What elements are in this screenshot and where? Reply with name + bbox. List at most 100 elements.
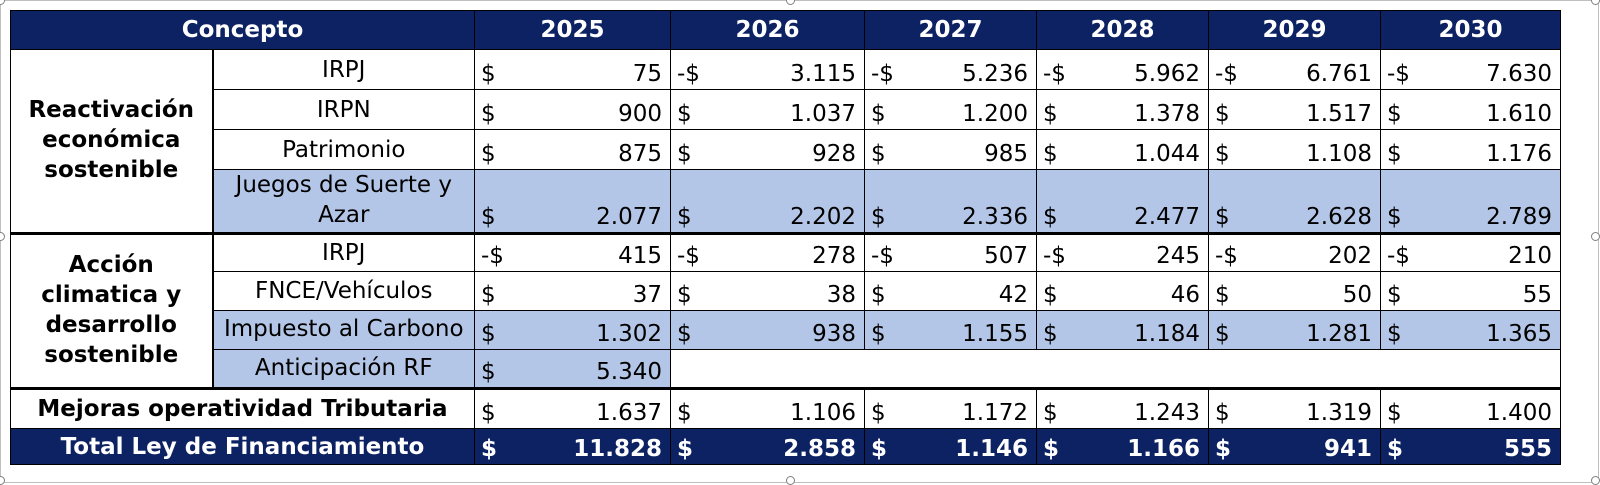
value-cell: $928 — [670, 129, 865, 170]
resize-handle-top-left[interactable] — [0, 0, 5, 5]
amount-value: 2.077 — [596, 204, 662, 230]
amount-value: 2.858 — [783, 436, 856, 462]
header-concepto: Concepto — [10, 10, 475, 50]
table-row: Acción climatica y desarrollo sostenible… — [10, 232, 1561, 389]
amount-value: 1.378 — [1134, 101, 1200, 127]
amount-value: 941 — [1323, 436, 1372, 462]
amount-value: 1.281 — [1306, 321, 1372, 347]
amount-value: 2.477 — [1134, 204, 1200, 230]
value-cell: $55 — [1380, 271, 1561, 311]
row-label: FNCE/Vehículos — [212, 271, 475, 311]
value-cell: -$ 278 — [670, 232, 865, 272]
currency-sign: -$ — [1043, 243, 1066, 269]
amount-value: 507 — [984, 243, 1028, 269]
value-cell: $875 — [474, 129, 671, 170]
amount-value: 1.146 — [955, 436, 1028, 462]
value-cell: $1.400 — [1380, 387, 1561, 429]
amount-value: 2.336 — [962, 204, 1028, 230]
currency-sign: $ — [1387, 282, 1402, 308]
value-cell: $2.336 — [864, 169, 1037, 234]
currency-sign: $ — [481, 400, 496, 426]
currency-sign: $ — [871, 204, 886, 230]
amount-value: 75 — [632, 61, 662, 87]
currency-sign: $ — [1215, 436, 1232, 462]
amount-value: 5.340 — [596, 359, 662, 385]
header-year: 2027 — [864, 10, 1037, 50]
value-cell: $1.243 — [1036, 387, 1209, 429]
table-row: Anticipación RF $5.340 — [11, 349, 1561, 389]
currency-sign: $ — [871, 101, 886, 127]
value-cell: -$ 6.761 — [1208, 49, 1381, 90]
value-cell: $2.628 — [1208, 169, 1381, 234]
amount-value: 55 — [1522, 282, 1552, 308]
value-cell: $1.184 — [1036, 310, 1209, 350]
row-label: Anticipación RF — [212, 349, 475, 389]
currency-sign: $ — [1215, 282, 1230, 308]
amount-value: 928 — [812, 141, 856, 167]
amount-value: 875 — [618, 141, 662, 167]
value-cell: $985 — [864, 129, 1037, 170]
row-label: IRPN — [212, 89, 475, 130]
currency-sign: $ — [481, 436, 498, 462]
row-label: Patrimonio — [212, 129, 475, 170]
value-cell: -$ 507 — [864, 232, 1037, 272]
amount-value: 415 — [618, 243, 662, 269]
value-cell: -$ 245 — [1036, 232, 1209, 272]
currency-sign: $ — [871, 436, 888, 462]
currency-sign: -$ — [871, 243, 894, 269]
amount-value: 11.828 — [573, 436, 662, 462]
currency-sign: $ — [1043, 204, 1058, 230]
table-row: Reactivación económica sostenible IRPJ $… — [10, 49, 1561, 234]
value-cell: $900 — [474, 89, 671, 130]
amount-value: 1.365 — [1486, 321, 1552, 347]
amount-value: 1.200 — [962, 101, 1028, 127]
currency-sign: $ — [677, 321, 692, 347]
resize-handle-middle-left[interactable] — [0, 232, 5, 241]
mejoras-label: Mejoras operatividad Tributaria — [10, 387, 475, 429]
amount-value: 2.789 — [1486, 204, 1552, 230]
amount-value: 1.302 — [596, 321, 662, 347]
table-row: IRPN $900 $1.037 $1.200 $1.378 $1.517 $1… — [11, 89, 1561, 130]
total-cell: $1.166 — [1036, 428, 1209, 465]
currency-sign: $ — [1043, 321, 1058, 347]
currency-sign: $ — [481, 204, 496, 230]
resize-handle-top-center[interactable] — [786, 0, 795, 5]
value-cell: $1.155 — [864, 310, 1037, 350]
value-cell: $1.037 — [670, 89, 865, 130]
value-cell: $1.200 — [864, 89, 1037, 130]
currency-sign: $ — [1043, 282, 1058, 308]
amount-value: 202 — [1328, 243, 1372, 269]
amount-value: 1.517 — [1306, 101, 1372, 127]
financing-table: Concepto 2025 2026 2027 2028 2029 2030 R… — [10, 10, 1561, 465]
amount-value: 1.108 — [1306, 141, 1372, 167]
currency-sign: $ — [1215, 400, 1230, 426]
value-cell: -$ 5.962 — [1036, 49, 1209, 90]
currency-sign: $ — [1387, 101, 1402, 127]
value-cell: $1.281 — [1208, 310, 1381, 350]
currency-sign: $ — [1387, 436, 1404, 462]
currency-sign: $ — [677, 282, 692, 308]
currency-sign: $ — [481, 61, 496, 87]
amount-value: 3.115 — [790, 61, 856, 87]
amount-value: 37 — [632, 282, 662, 308]
value-cell: $5.340 — [474, 349, 671, 389]
currency-sign: $ — [481, 282, 496, 308]
resize-handle-middle-right[interactable] — [1591, 232, 1600, 241]
header-row: Concepto 2025 2026 2027 2028 2029 2030 — [10, 10, 1561, 50]
total-cell: $11.828 — [474, 428, 671, 465]
currency-sign: $ — [677, 101, 692, 127]
amount-value: 46 — [1170, 282, 1200, 308]
value-cell: -$ 7.630 — [1380, 49, 1561, 90]
group-label-reactivacion: Reactivación económica sostenible — [10, 49, 214, 234]
amount-value: 1.172 — [962, 400, 1028, 426]
amount-value: 1.044 — [1134, 141, 1200, 167]
header-year: 2029 — [1208, 10, 1381, 50]
currency-sign: $ — [1387, 204, 1402, 230]
currency-sign: -$ — [1387, 243, 1410, 269]
currency-sign: $ — [481, 141, 496, 167]
value-cell: $38 — [670, 271, 865, 311]
currency-sign: $ — [1387, 321, 1402, 347]
amount-value: 1.106 — [790, 400, 856, 426]
total-cell: $2.858 — [670, 428, 865, 465]
